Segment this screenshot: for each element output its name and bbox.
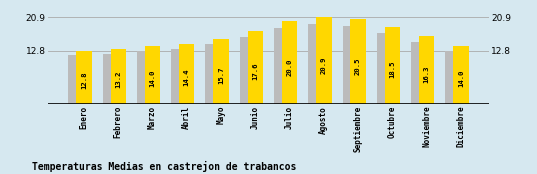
Text: 17.6: 17.6 [252, 63, 258, 80]
Bar [419, 36, 434, 104]
Bar [111, 49, 126, 104]
Bar [384, 27, 400, 104]
Bar [76, 51, 92, 104]
Bar [137, 51, 149, 104]
Bar [282, 21, 297, 104]
Bar [240, 37, 252, 104]
Bar [274, 27, 286, 104]
Bar [145, 46, 160, 104]
Bar [453, 46, 469, 104]
Bar [213, 39, 229, 104]
Bar [206, 44, 217, 104]
Text: 20.5: 20.5 [355, 57, 361, 75]
Bar [351, 19, 366, 104]
Text: 16.3: 16.3 [424, 65, 430, 82]
Bar [377, 33, 389, 104]
Bar [248, 31, 263, 104]
Bar [411, 42, 423, 104]
Text: 14.4: 14.4 [184, 69, 190, 86]
Text: 18.5: 18.5 [389, 61, 395, 78]
Bar [343, 26, 354, 104]
Text: 20.0: 20.0 [287, 58, 293, 76]
Bar [445, 51, 458, 104]
Text: 14.0: 14.0 [149, 69, 156, 87]
Bar [179, 44, 194, 104]
Text: 14.0: 14.0 [458, 69, 464, 87]
Text: 13.2: 13.2 [115, 71, 121, 88]
Bar [316, 17, 331, 104]
Text: 20.9: 20.9 [321, 56, 327, 74]
Text: Temperaturas Medias en castrejon de trabancos: Temperaturas Medias en castrejon de trab… [32, 161, 296, 172]
Text: 15.7: 15.7 [218, 66, 224, 84]
Bar [308, 24, 320, 104]
Text: 12.8: 12.8 [81, 72, 87, 89]
Bar [171, 49, 183, 104]
Bar [68, 55, 81, 104]
Bar [103, 54, 114, 104]
